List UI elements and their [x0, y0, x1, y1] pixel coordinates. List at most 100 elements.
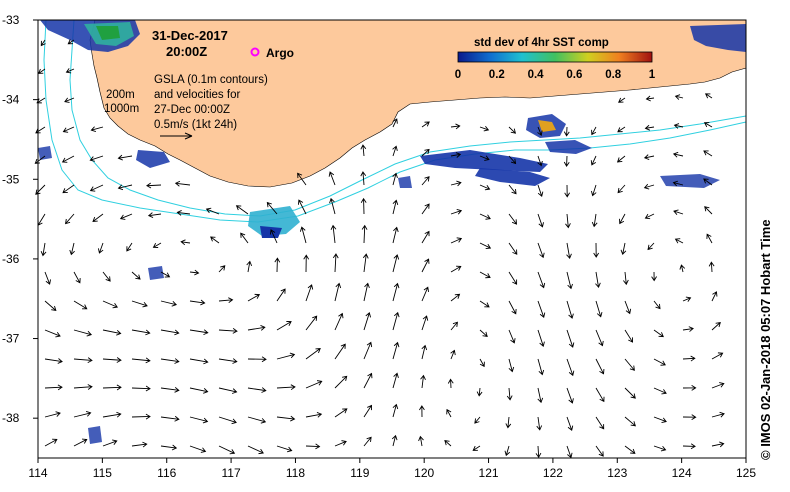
- velocity-arrow-icon: [67, 39, 75, 45]
- velocity-arrow-icon: [334, 343, 346, 360]
- velocity-arrow-icon: [276, 288, 286, 302]
- velocity-arrow-icon: [276, 415, 296, 422]
- velocity-arrow-icon: [363, 372, 373, 389]
- colorbar: [457, 51, 653, 63]
- velocity-arrow-icon: [218, 265, 226, 273]
- velocity-arrow-icon: [504, 445, 511, 457]
- velocity-arrow-icon: [73, 357, 93, 364]
- velocity-arrow-icon: [682, 296, 692, 302]
- velocity-arrow-icon: [102, 411, 122, 418]
- velocity-arrow-icon: [421, 230, 430, 244]
- colorbar-tick-label: 1: [649, 69, 656, 81]
- time-label: 20:00Z: [166, 44, 207, 59]
- velocity-arrow-icon: [332, 253, 339, 273]
- velocity-arrow-icon: [160, 329, 180, 336]
- velocity-arrow-icon: [450, 349, 456, 360]
- velocity-arrow-icon: [328, 171, 336, 186]
- velocity-arrow-icon: [679, 264, 686, 273]
- velocity-arrow-icon: [218, 445, 236, 455]
- velocity-arrow-icon: [624, 416, 636, 427]
- velocity-arrow-icon: [644, 213, 655, 220]
- velocity-arrow-icon: [450, 321, 458, 331]
- velocity-arrow-icon: [508, 242, 518, 255]
- velocity-arrow-icon: [189, 329, 209, 336]
- velocity-arrow-icon: [305, 284, 314, 302]
- velocity-arrow-icon: [450, 293, 461, 302]
- velocity-arrow-icon: [537, 184, 544, 197]
- velocity-arrow-icon: [450, 123, 461, 130]
- colorbar-tick-label: 0: [455, 69, 461, 81]
- velocity-arrow-icon: [450, 237, 463, 244]
- velocity-arrow-icon: [146, 182, 162, 189]
- velocity-arrow-icon: [276, 321, 292, 331]
- velocity-arrow-icon: [537, 387, 544, 404]
- velocity-arrow-icon: [305, 315, 318, 331]
- velocity-arrow-icon: [595, 300, 603, 318]
- velocity-arrow-icon: [418, 435, 424, 447]
- velocity-arrow-icon: [566, 242, 572, 260]
- velocity-arrow-icon: [419, 405, 425, 418]
- x-tick-label: 120: [414, 466, 434, 480]
- velocity-arrow-icon: [174, 180, 191, 187]
- y-tick-label: -38: [2, 411, 20, 425]
- velocity-arrow-icon: [392, 145, 398, 157]
- velocity-arrow-icon: [92, 213, 104, 222]
- gsla-line-3: 27-Dec 00:00Z: [154, 104, 230, 116]
- velocity-arrow-icon: [73, 384, 93, 390]
- velocity-arrow-icon: [617, 184, 626, 194]
- velocity-arrow-icon: [508, 213, 518, 225]
- velocity-arrow-icon: [305, 443, 321, 450]
- velocity-arrow-icon: [37, 68, 46, 74]
- velocity-arrow-icon: [218, 387, 238, 394]
- velocity-arrow-icon: [672, 151, 684, 158]
- velocity-arrow-icon: [673, 123, 684, 129]
- velocity-arrow-icon: [205, 207, 220, 215]
- velocity-arrow-icon: [593, 242, 600, 258]
- velocity-arrow-icon: [160, 415, 180, 422]
- velocity-arrow-icon: [682, 355, 696, 362]
- velocity-arrow-icon: [35, 126, 46, 134]
- velocity-arrow-icon: [421, 258, 430, 273]
- velocity-arrow-icon: [392, 282, 400, 302]
- gsla-line-1: GSLA (0.1m contours): [154, 74, 268, 86]
- velocity-arrow-icon: [673, 209, 684, 215]
- velocity-arrow-icon: [536, 416, 543, 431]
- velocity-arrow-icon: [479, 329, 488, 338]
- velocity-arrow-icon: [218, 416, 237, 425]
- velocity-arrow-icon: [247, 445, 264, 455]
- x-tick-label: 115: [93, 466, 112, 480]
- velocity-arrow-icon: [566, 445, 573, 459]
- velocity-arrow-icon: [102, 357, 122, 363]
- velocity-arrow-icon: [363, 282, 370, 302]
- velocity-arrow-icon: [180, 239, 191, 246]
- velocity-arrow-icon: [266, 201, 278, 215]
- velocity-arrow-icon: [363, 404, 372, 418]
- velocity-arrow-icon: [566, 416, 574, 432]
- velocity-arrow-icon: [89, 155, 104, 162]
- velocity-arrow-icon: [269, 229, 278, 244]
- velocity-arrow-icon: [617, 126, 626, 133]
- velocity-arrow-icon: [537, 271, 546, 289]
- velocity-arrow-icon: [90, 126, 104, 132]
- velocity-arrow-icon: [73, 438, 88, 447]
- velocity-arrow-icon: [566, 329, 575, 348]
- velocity-arrow-icon: [421, 148, 430, 157]
- velocity-arrow-icon: [508, 126, 517, 134]
- velocity-arrow-icon: [537, 155, 543, 167]
- colorbar-tick-label: 0.4: [528, 69, 545, 81]
- velocity-arrow-icon: [303, 254, 310, 273]
- velocity-arrow-icon: [444, 439, 452, 447]
- velocity-arrow-icon: [392, 403, 399, 418]
- velocity-arrow-icon: [506, 387, 513, 401]
- velocity-arrow-icon: [73, 271, 81, 284]
- velocity-arrow-icon: [392, 341, 400, 360]
- velocity-arrow-icon: [131, 357, 151, 364]
- velocity-arrow-icon: [421, 176, 430, 186]
- credit-label: © IMOS 02-Jan-2018 05:07 Hobart Time: [758, 219, 773, 460]
- x-tick-label: 114: [28, 466, 47, 480]
- velocity-arrow-icon: [624, 329, 634, 343]
- velocity-arrow-icon: [595, 329, 604, 347]
- velocity-arrow-icon: [44, 358, 63, 364]
- velocity-arrow-icon: [247, 387, 267, 393]
- velocity-arrow-icon: [298, 199, 307, 215]
